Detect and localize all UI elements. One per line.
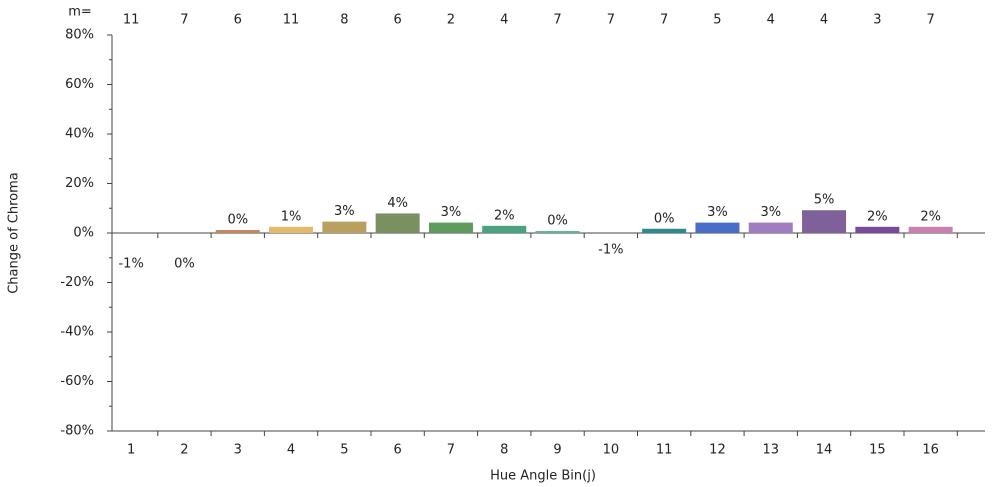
bar-label: 0% (174, 257, 195, 272)
x-tick-label: 5 (340, 443, 348, 458)
bar (802, 210, 847, 233)
bar-label: -1% (118, 257, 143, 272)
x-tick-label: 7 (447, 443, 455, 458)
x-tick-label: 10 (603, 443, 620, 458)
bar (695, 222, 740, 233)
count: 4 (820, 13, 828, 28)
count: 7 (927, 13, 935, 28)
x-tick-label: 14 (816, 443, 833, 458)
bar (855, 226, 900, 233)
bar-label: 4% (387, 196, 408, 211)
bar-label: 2% (867, 209, 888, 224)
y-tick-label: -80% (60, 424, 94, 439)
count: 6 (394, 13, 402, 28)
bar (642, 228, 687, 233)
bar-label: 1% (281, 209, 302, 224)
count: 4 (767, 13, 775, 28)
count: 6 (234, 13, 242, 28)
bar (748, 222, 793, 233)
bar (269, 226, 314, 233)
bar-label: 3% (334, 204, 355, 219)
x-tick-label: 15 (869, 443, 886, 458)
bar-label: 5% (814, 193, 835, 208)
bar (375, 213, 420, 233)
y-tick-label: 80% (65, 28, 94, 43)
count: 11 (123, 13, 140, 28)
x-tick-label: 12 (709, 443, 726, 458)
count: 7 (180, 13, 188, 28)
y-tick-label: -40% (60, 325, 94, 340)
bar-label: 3% (707, 205, 728, 220)
x-tick-label: 3 (234, 443, 242, 458)
x-axis-title: Hue Angle Bin(j) (490, 469, 596, 484)
y-tick-label: -20% (60, 275, 94, 290)
count-label: m= (68, 5, 92, 20)
x-tick-label: 2 (180, 443, 188, 458)
y-tick-label: 20% (65, 176, 94, 191)
bar (322, 221, 367, 233)
count: 7 (660, 13, 668, 28)
count: 3 (873, 13, 881, 28)
count: 2 (447, 13, 455, 28)
count: 8 (340, 13, 348, 28)
bar-label: 0% (654, 211, 675, 226)
count: 4 (500, 13, 508, 28)
y-tick-label: 0% (73, 226, 94, 241)
bar (535, 231, 580, 233)
bar-label: 2% (494, 208, 515, 223)
bar-label: 3% (760, 205, 781, 220)
bar-label: 0% (547, 214, 568, 229)
bar-label: 3% (441, 205, 462, 220)
bar-label: 0% (227, 213, 248, 228)
x-tick-label: 11 (656, 443, 673, 458)
bar (482, 225, 527, 233)
x-tick-label: 13 (762, 443, 779, 458)
bar (215, 230, 260, 233)
bar (908, 226, 953, 233)
count: 7 (553, 13, 561, 28)
count: 11 (283, 13, 300, 28)
count: 7 (607, 13, 615, 28)
x-tick-label: 1 (127, 443, 135, 458)
bar-label: -1% (598, 243, 623, 258)
bar (428, 222, 473, 233)
x-tick-label: 6 (394, 443, 402, 458)
x-tick-label: 4 (287, 443, 295, 458)
count: 5 (713, 13, 721, 28)
x-tick-label: 9 (553, 443, 561, 458)
y-tick-label: -60% (60, 374, 94, 389)
y-tick-label: 40% (65, 127, 94, 142)
bar-label: 2% (920, 209, 941, 224)
y-tick-label: 60% (65, 77, 94, 92)
y-axis-title: Change of Chroma (7, 172, 22, 294)
x-tick-label: 16 (922, 443, 939, 458)
x-tick-label: 8 (500, 443, 508, 458)
